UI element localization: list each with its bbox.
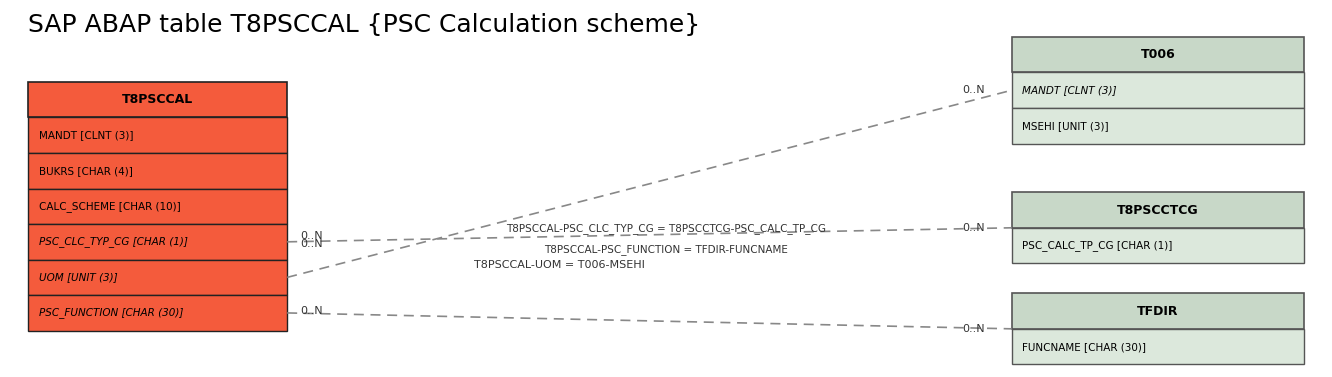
Text: T006: T006 bbox=[1140, 48, 1175, 61]
Text: MSEHI [UNIT (3)]: MSEHI [UNIT (3)] bbox=[1022, 121, 1108, 131]
FancyBboxPatch shape bbox=[28, 260, 288, 295]
FancyBboxPatch shape bbox=[28, 295, 288, 331]
FancyBboxPatch shape bbox=[1011, 329, 1304, 365]
Text: TFDIR: TFDIR bbox=[1138, 305, 1179, 317]
Text: 0..N: 0..N bbox=[301, 239, 324, 249]
Text: MANDT [CLNT (3)]: MANDT [CLNT (3)] bbox=[39, 130, 133, 140]
Text: MANDT [CLNT (3)]: MANDT [CLNT (3)] bbox=[1022, 85, 1116, 95]
Text: FUNCNAME [CHAR (30)]: FUNCNAME [CHAR (30)] bbox=[1022, 342, 1147, 352]
Text: PSC_CLC_TYP_CG [CHAR (1)]: PSC_CLC_TYP_CG [CHAR (1)] bbox=[39, 236, 188, 247]
FancyBboxPatch shape bbox=[28, 153, 288, 188]
Text: T8PSCCAL-PSC_FUNCTION = TFDIR-FUNCNAME: T8PSCCAL-PSC_FUNCTION = TFDIR-FUNCNAME bbox=[543, 244, 789, 254]
FancyBboxPatch shape bbox=[28, 188, 288, 224]
Text: SAP ABAP table T8PSCCAL {PSC Calculation scheme}: SAP ABAP table T8PSCCAL {PSC Calculation… bbox=[28, 12, 701, 37]
FancyBboxPatch shape bbox=[1011, 228, 1304, 264]
Text: T8PSCCAL-UOM = T006-MSEHI: T8PSCCAL-UOM = T006-MSEHI bbox=[474, 260, 645, 270]
FancyBboxPatch shape bbox=[28, 224, 288, 260]
FancyBboxPatch shape bbox=[28, 117, 288, 153]
Text: 0..N: 0..N bbox=[963, 85, 984, 95]
FancyBboxPatch shape bbox=[28, 82, 288, 117]
Text: 0..N: 0..N bbox=[963, 324, 984, 334]
Text: 0..N: 0..N bbox=[301, 306, 324, 316]
FancyBboxPatch shape bbox=[1011, 37, 1304, 72]
Text: UOM [UNIT (3)]: UOM [UNIT (3)] bbox=[39, 272, 117, 282]
Text: PSC_CALC_TP_CG [CHAR (1)]: PSC_CALC_TP_CG [CHAR (1)] bbox=[1022, 240, 1172, 251]
FancyBboxPatch shape bbox=[1011, 108, 1304, 144]
Text: T8PSCCAL-PSC_CLC_TYP_CG = T8PSCCTCG-PSC_CALC_TP_CG: T8PSCCAL-PSC_CLC_TYP_CG = T8PSCCTCG-PSC_… bbox=[506, 224, 826, 234]
Text: T8PSCCAL: T8PSCCAL bbox=[123, 93, 193, 106]
Text: T8PSCCTCG: T8PSCCTCG bbox=[1118, 204, 1199, 216]
Text: CALC_SCHEME [CHAR (10)]: CALC_SCHEME [CHAR (10)] bbox=[39, 201, 180, 212]
FancyBboxPatch shape bbox=[1011, 72, 1304, 108]
Text: 0..N: 0..N bbox=[963, 223, 984, 233]
Text: 0..N: 0..N bbox=[301, 231, 324, 241]
Text: PSC_FUNCTION [CHAR (30)]: PSC_FUNCTION [CHAR (30)] bbox=[39, 308, 182, 319]
FancyBboxPatch shape bbox=[1011, 293, 1304, 329]
Text: BUKRS [CHAR (4)]: BUKRS [CHAR (4)] bbox=[39, 166, 132, 176]
FancyBboxPatch shape bbox=[1011, 192, 1304, 228]
